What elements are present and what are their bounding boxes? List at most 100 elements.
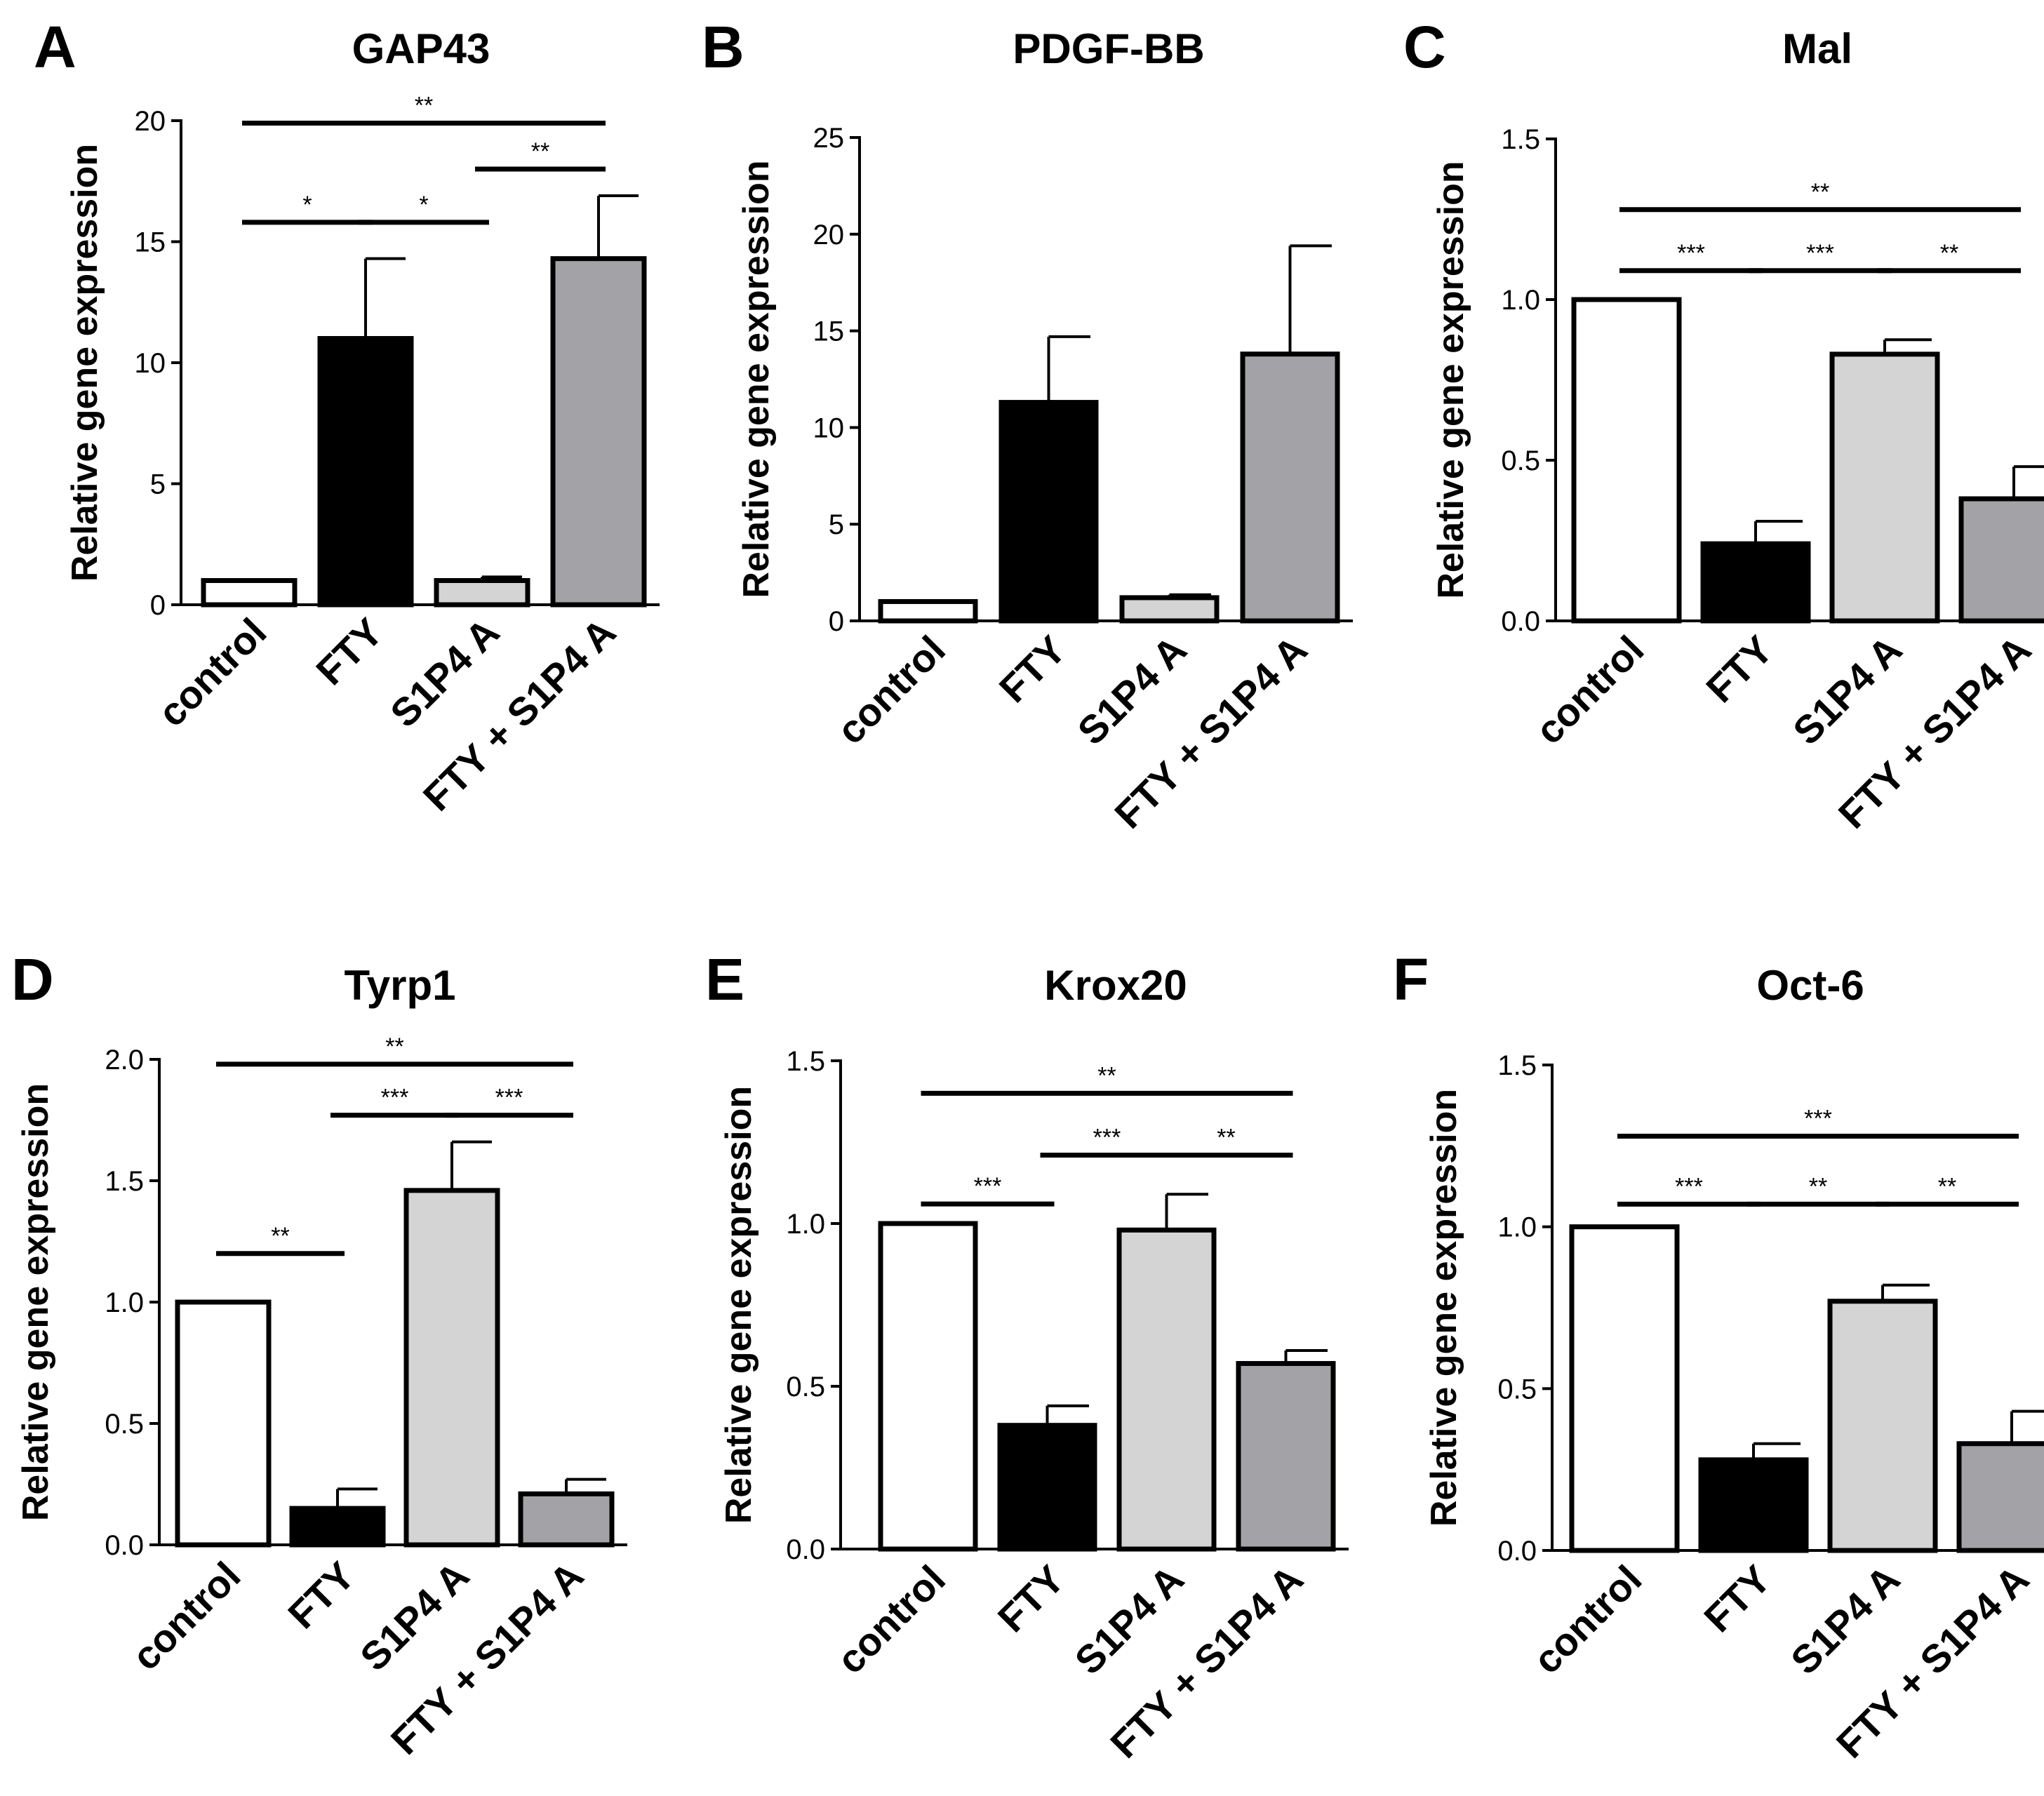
x-tick-label: FTY bbox=[307, 610, 391, 693]
y-tick-label: 1.5 bbox=[1497, 1050, 1537, 1081]
bar-fty bbox=[317, 336, 414, 608]
significance-label: *** bbox=[1093, 1125, 1121, 1151]
significance-label: *** bbox=[1804, 1105, 1832, 1132]
x-tick-label: FTY bbox=[1695, 1557, 1779, 1640]
y-tick-label: 0 bbox=[829, 606, 844, 637]
significance-label: ** bbox=[415, 92, 433, 119]
y-tick-label: 1.0 bbox=[1501, 285, 1540, 316]
bar-fty-s1p4-a bbox=[1240, 351, 1340, 624]
x-tick-label: control bbox=[1527, 627, 1652, 753]
significance-label: ** bbox=[385, 1033, 403, 1060]
chart-title: Mal bbox=[1782, 25, 1852, 72]
y-tick-label: 0.5 bbox=[786, 1372, 825, 1402]
bar-s1p4-a bbox=[434, 578, 530, 608]
y-tick-label: 20 bbox=[135, 106, 166, 137]
y-axis-label: Relative gene expression bbox=[15, 1083, 56, 1521]
x-tick-label: control bbox=[828, 1557, 954, 1682]
y-axis-label: Relative gene expression bbox=[1424, 1089, 1464, 1527]
y-tick-label: 2.0 bbox=[105, 1045, 144, 1075]
panel-f: F Oct-6 Relative gene expression 0.0 0.5 1.0 1… bbox=[1393, 946, 2044, 1767]
x-tick-label: FTY bbox=[991, 627, 1074, 711]
chart-title: Oct-6 bbox=[1756, 962, 1864, 1009]
y-tick-label: 1.0 bbox=[105, 1287, 144, 1318]
y-tick-label: 0.0 bbox=[786, 1534, 825, 1565]
x-tick-label: control bbox=[828, 627, 954, 753]
x-tick-label: FTY bbox=[989, 1557, 1073, 1640]
y-tick-label: 0.0 bbox=[1497, 1536, 1537, 1567]
significance-label: *** bbox=[381, 1085, 409, 1111]
y-tick-label: 25 bbox=[813, 123, 845, 154]
x-tick-label: control bbox=[123, 1553, 249, 1679]
panel-letter: D bbox=[11, 946, 54, 1012]
y-tick-label: 1.5 bbox=[786, 1046, 825, 1077]
significance-label: ** bbox=[1938, 1173, 1956, 1200]
x-tick-label: control bbox=[149, 610, 275, 735]
panel-letter: F bbox=[1393, 946, 1429, 1012]
y-axis-label: Relative gene expression bbox=[719, 1086, 759, 1524]
y-tick-label: 1.5 bbox=[105, 1166, 144, 1197]
panel-a: A GAP43 Relative gene expression 0 5 10 15 20 co… bbox=[34, 14, 660, 819]
significance-label: ** bbox=[271, 1223, 289, 1249]
bar-fty bbox=[1698, 1457, 1809, 1553]
x-tick-label: FTY bbox=[279, 1553, 363, 1637]
y-tick-label: 15 bbox=[135, 227, 166, 258]
bar-s1p4-a bbox=[1829, 351, 1940, 624]
y-tick-label: 1.0 bbox=[786, 1209, 825, 1240]
y-tick-label: 0.5 bbox=[1501, 445, 1540, 476]
panel-letter: B bbox=[702, 14, 744, 80]
x-tick-label: S1P4 A bbox=[1782, 1557, 1909, 1683]
x-tick-label: FTY bbox=[1697, 627, 1781, 711]
y-tick-label: 0.5 bbox=[105, 1409, 144, 1440]
x-tick-label: S1P4 A bbox=[1069, 627, 1195, 753]
bar-s1p4-a bbox=[403, 1188, 500, 1548]
chart-title: Tyrp1 bbox=[345, 962, 456, 1009]
bar-control bbox=[201, 578, 298, 608]
x-tick-label: S1P4 A bbox=[1784, 627, 1911, 753]
bar-fty-s1p4-a bbox=[550, 256, 647, 608]
y-tick-label: 0 bbox=[150, 590, 166, 621]
panel-letter: A bbox=[34, 14, 76, 80]
bar-fty bbox=[1700, 541, 1811, 624]
panel-letter: E bbox=[705, 946, 744, 1012]
significance-label: *** bbox=[1677, 240, 1705, 267]
y-tick-label: 0.5 bbox=[1497, 1374, 1537, 1405]
bar-control bbox=[1569, 1224, 1680, 1553]
significance-label: ** bbox=[1217, 1125, 1235, 1151]
y-tick-label: 0.0 bbox=[105, 1530, 144, 1561]
bar-fty bbox=[289, 1506, 386, 1548]
significance-label: ** bbox=[1809, 1173, 1827, 1200]
chart-title: GAP43 bbox=[352, 25, 490, 72]
y-axis-label: Relative gene expression bbox=[65, 144, 105, 582]
bar-control bbox=[1571, 297, 1682, 624]
y-tick-label: 10 bbox=[813, 413, 845, 443]
significance-label: ** bbox=[1811, 179, 1829, 206]
x-tick-label: control bbox=[1525, 1557, 1650, 1682]
panel-b: B PDGF-BB Relative gene expression 0 5 10 15 20… bbox=[702, 14, 1353, 837]
significance-label: ** bbox=[1097, 1062, 1116, 1089]
y-tick-label: 0.0 bbox=[1501, 606, 1540, 637]
panel-letter: C bbox=[1403, 14, 1446, 80]
bar-fty-s1p4-a bbox=[1958, 496, 2044, 624]
bar-fty bbox=[998, 400, 1099, 624]
significance-label: * bbox=[302, 192, 312, 218]
bar-control bbox=[878, 1221, 978, 1552]
significance-label: *** bbox=[1675, 1173, 1703, 1200]
panel-e: E Krox20 Relative gene expression 0.0 0.5 1.0… bbox=[705, 946, 1349, 1767]
significance-label: *** bbox=[974, 1173, 1002, 1200]
bar-s1p4-a bbox=[1119, 595, 1220, 624]
significance-label: * bbox=[419, 192, 428, 218]
bar-fty bbox=[997, 1423, 1097, 1552]
bar-s1p4-a bbox=[1116, 1227, 1217, 1552]
bar-fty-s1p4-a bbox=[1236, 1361, 1336, 1552]
chart-title: PDGF-BB bbox=[1013, 25, 1204, 72]
bar-s1p4-a bbox=[1827, 1299, 1938, 1553]
panel-c: C Mal Relative gene expression 0.0 0.5 1.0 1.5… bbox=[1403, 14, 2044, 837]
y-tick-label: 5 bbox=[829, 509, 844, 540]
chart-title: Krox20 bbox=[1044, 962, 1187, 1009]
significance-label: *** bbox=[1806, 240, 1834, 267]
significance-label: ** bbox=[1940, 240, 1958, 267]
y-tick-label: 1.0 bbox=[1497, 1212, 1537, 1243]
bar-fty-s1p4-a bbox=[1956, 1441, 2044, 1553]
y-axis-label: Relative gene expression bbox=[1431, 161, 1471, 598]
